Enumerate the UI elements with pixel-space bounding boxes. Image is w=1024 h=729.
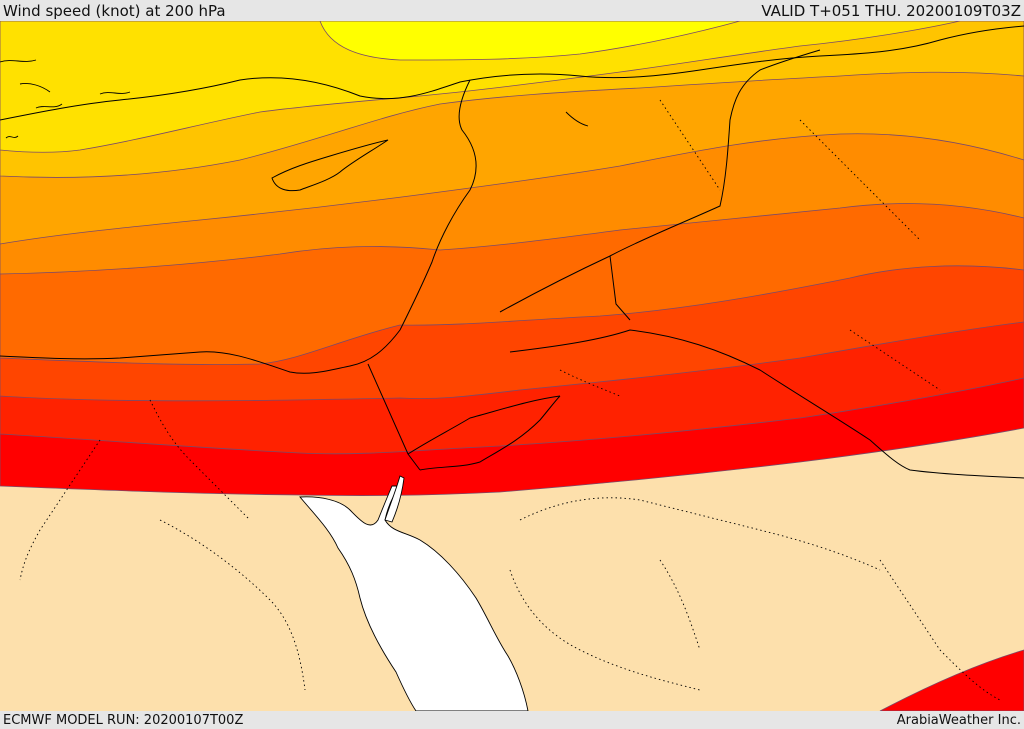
valid-time: VALID T+051 THU. 20200109T03Z bbox=[761, 2, 1021, 20]
wind-band-2 bbox=[0, 21, 961, 153]
wind-band-1 bbox=[319, 21, 741, 61]
red-sea bbox=[299, 485, 529, 711]
internal-boundaries bbox=[19, 99, 1001, 701]
wind-speed-map bbox=[0, 21, 1024, 711]
cyprus-island bbox=[271, 139, 389, 192]
wind-band-9-southeast bbox=[879, 649, 1024, 711]
mediterranean-coast bbox=[0, 79, 477, 374]
turkey-coast bbox=[0, 25, 1024, 121]
aegean-islands bbox=[0, 59, 589, 139]
country-boundaries bbox=[367, 49, 1024, 479]
map-title: Wind speed (knot) at 200 hPa bbox=[3, 2, 226, 20]
model-run-label: ECMWF MODEL RUN: 20200107T00Z bbox=[3, 713, 244, 728]
footer-bar: ECMWF MODEL RUN: 20200107T00Z ArabiaWeat… bbox=[0, 711, 1024, 729]
header-bar: Wind speed (knot) at 200 hPa VALID T+051… bbox=[0, 0, 1024, 21]
gulf-of-aqaba bbox=[384, 475, 405, 523]
credit-label: ArabiaWeather Inc. bbox=[896, 713, 1021, 728]
map-panel[interactable] bbox=[0, 21, 1024, 711]
wind-speed-bands bbox=[0, 21, 1024, 711]
